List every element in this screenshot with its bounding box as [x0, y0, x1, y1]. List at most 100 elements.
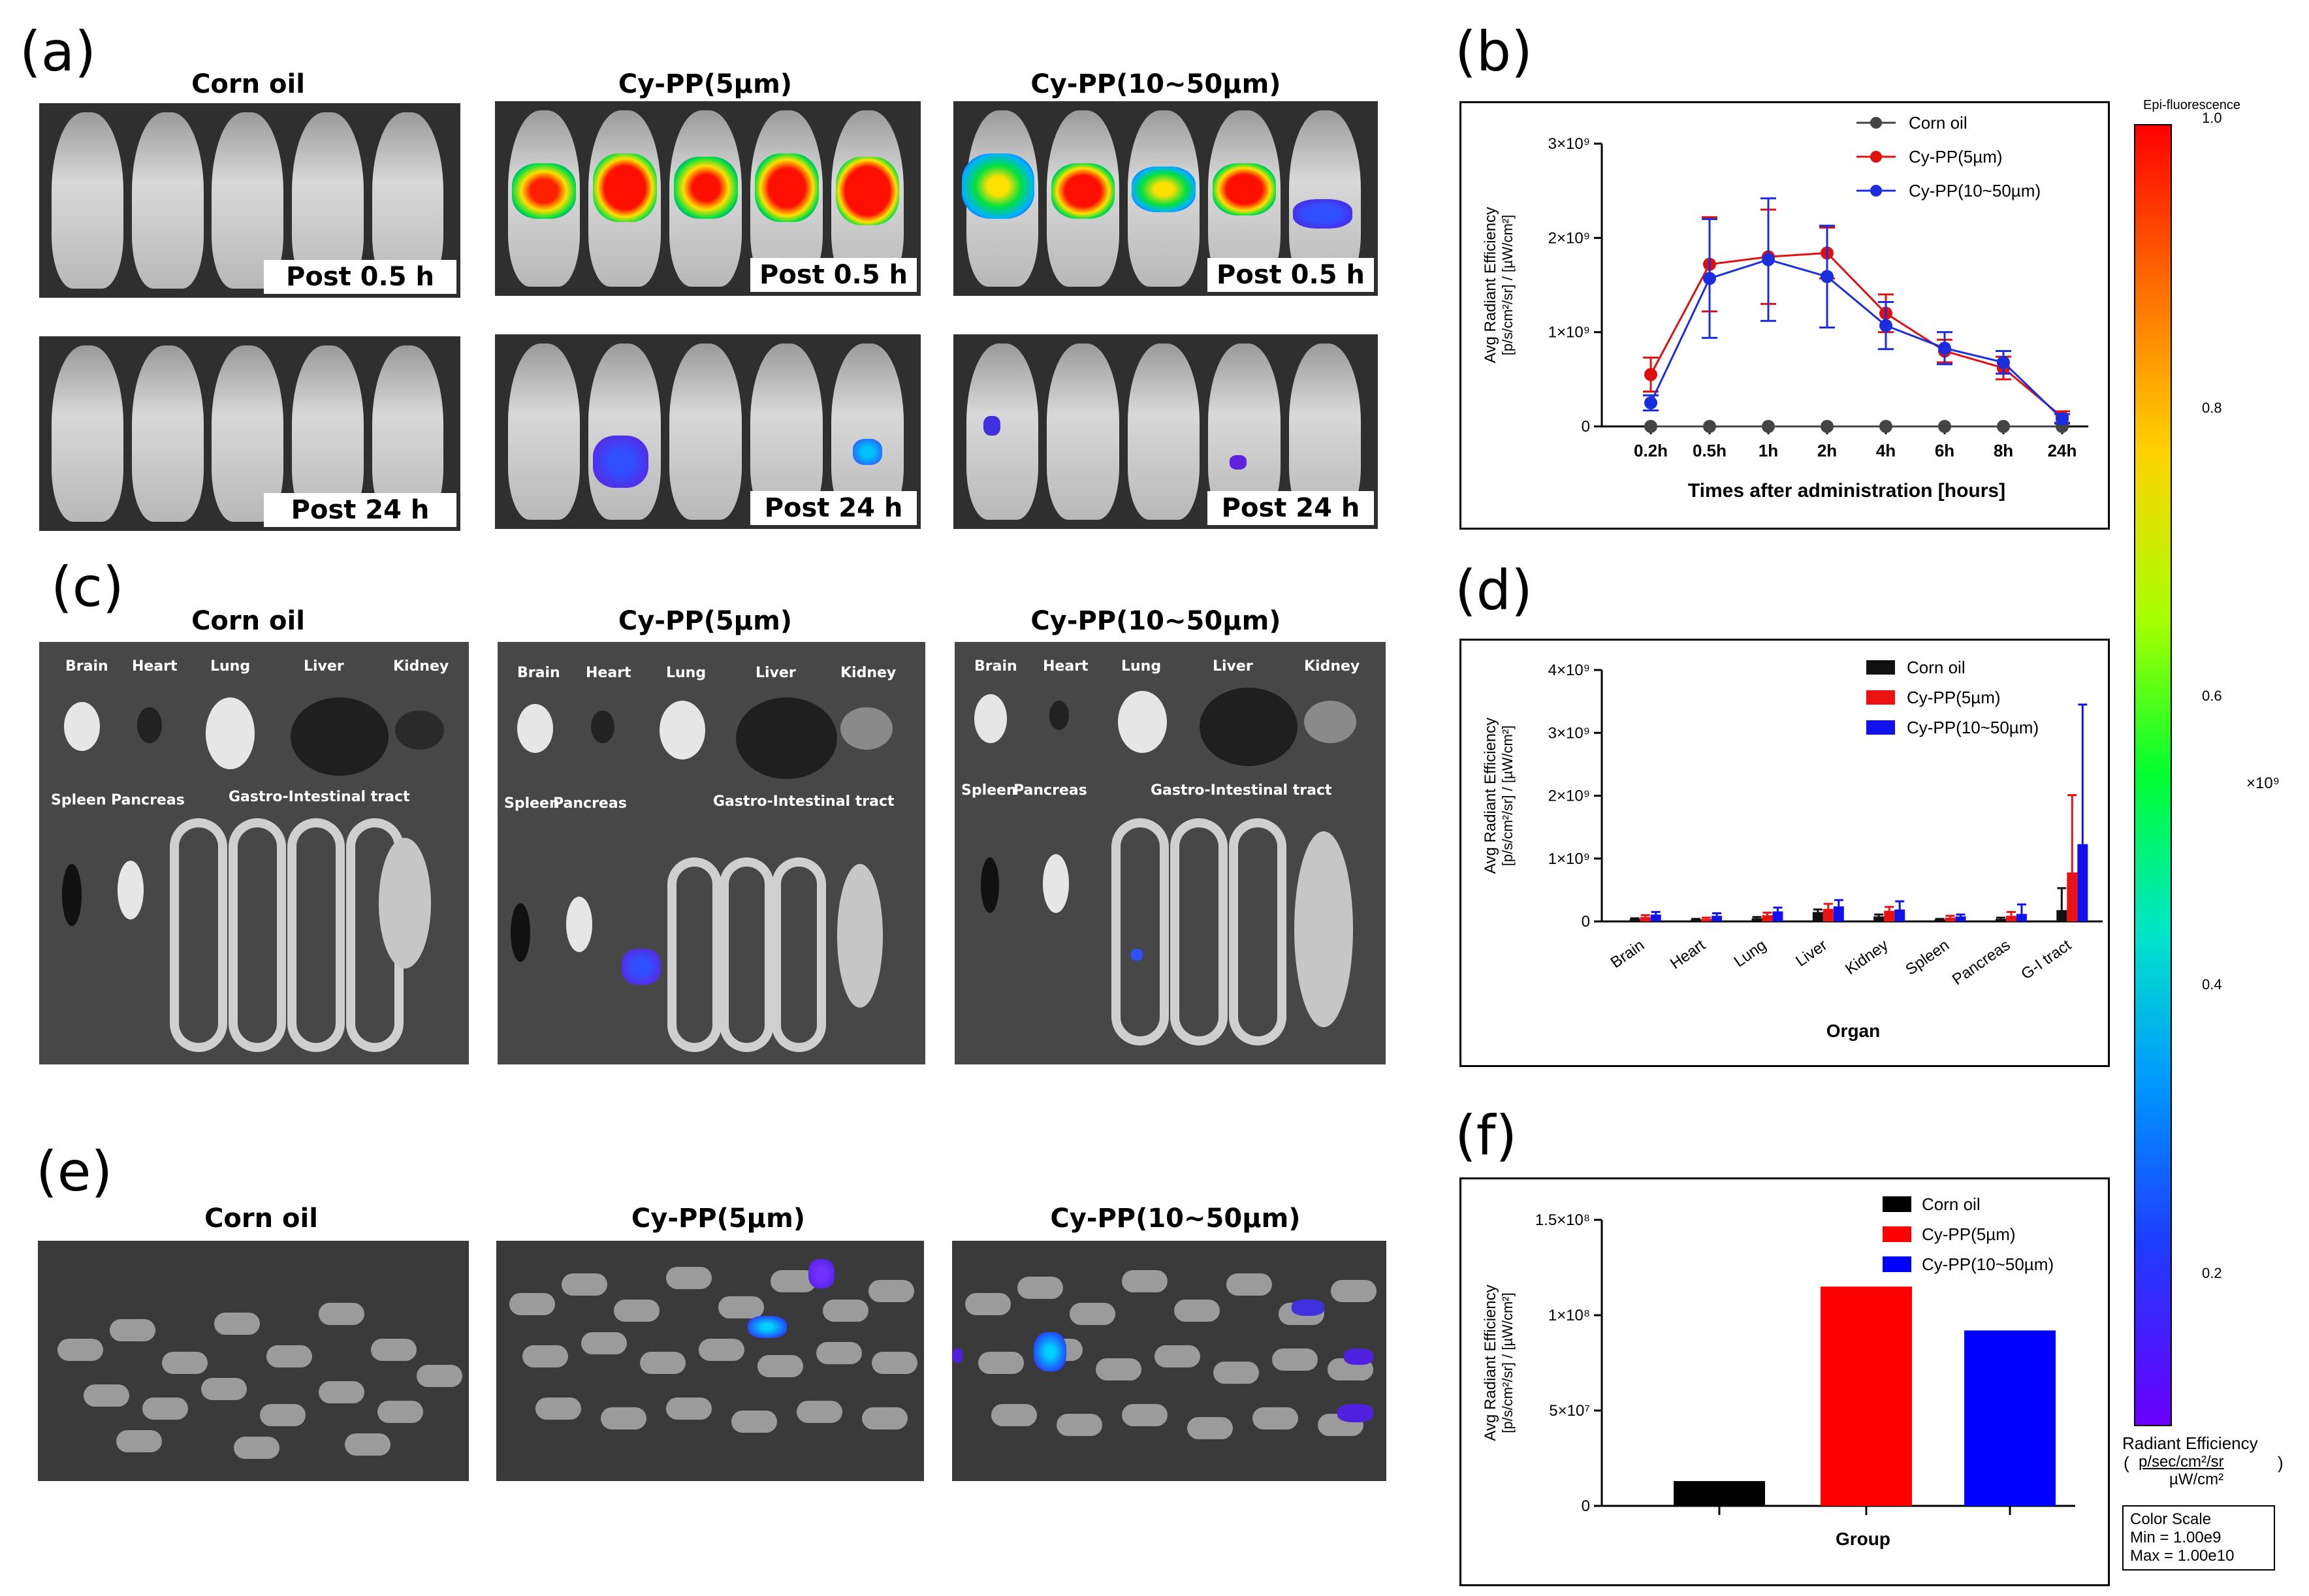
a-title-cypp5: Cy-PP(5µm) — [618, 69, 793, 99]
chart-d-frame: 0 1×10⁹ 2×10⁹ 3×10⁹ 4×10⁹ Avg Radiant Efficie… — [1459, 639, 2110, 1067]
bar — [1995, 919, 2006, 921]
bar — [2056, 910, 2067, 921]
color-scale-min: Min = 1.00e9 — [2130, 1529, 2221, 1546]
a-image-cypp5-early: Post 0.5 h — [495, 101, 921, 296]
bar — [1701, 919, 1712, 921]
a-image-cornoil-early: Post 0.5 h — [39, 103, 460, 298]
y-tick-label: 5×10⁷ — [1549, 1402, 1590, 1420]
a-post-label: Post 0.5 h — [264, 260, 456, 294]
organ-label: Gastro-Intestinal tract — [229, 789, 410, 805]
y-tick-label: 0 — [1582, 418, 1590, 436]
data-point — [1762, 253, 1775, 266]
data-point — [1879, 319, 1892, 332]
data-point — [1762, 420, 1775, 433]
x-tick-label: Pancreas — [1949, 936, 2014, 989]
organ-label: Gastro-Intestinal tract — [713, 793, 895, 810]
a-image-cypp1050-late: Post 24 h — [953, 334, 1378, 529]
x-tick-label: 1h — [1759, 441, 1778, 460]
colorbar-unit-open-paren: ( — [2124, 1453, 2129, 1473]
e-image-cypp1050 — [952, 1241, 1386, 1481]
bar — [2005, 916, 2016, 921]
colorbar-unit-denominator: µW/cm² — [2169, 1471, 2224, 1488]
y-tick-label: 1×10⁹ — [1548, 850, 1590, 868]
organ-label: Heart — [586, 665, 631, 681]
e-image-cypp5 — [496, 1241, 924, 1481]
bar — [1812, 912, 1823, 921]
y-axis-label: [p/s/cm²/sr] / [µW/cm²] — [1499, 726, 1516, 867]
e-image-cornoil — [38, 1241, 469, 1481]
legend-label: Cy-PP(10~50µm) — [1922, 1254, 2054, 1274]
data-point — [1997, 420, 2010, 433]
a-image-cornoil-late: Post 24 h — [39, 336, 460, 531]
x-tick-label: 4h — [1876, 441, 1896, 460]
colorbar-multiplier: ×10⁹ — [2246, 774, 2280, 792]
organ-label: Heart — [132, 658, 178, 675]
bar — [2077, 844, 2088, 921]
panel-label-d: (d) — [1455, 558, 1533, 622]
data-point — [1938, 420, 1951, 433]
bar — [1772, 911, 1783, 921]
x-tick-label: 6h — [1935, 441, 1954, 460]
y-tick-label: 2×10⁹ — [1548, 788, 1590, 805]
bar — [1640, 917, 1651, 921]
chart-f-frame: 0 5×10⁷ 1×10⁸ 1.5×10⁸ Avg Radiant Efficiency… — [1459, 1177, 2110, 1586]
organ-label: Spleen — [51, 792, 106, 808]
colorbar-tick: 0.6 — [2202, 688, 2222, 704]
y-tick-label: 0 — [1582, 913, 1590, 931]
a-title-corn-oil: Corn oil — [191, 69, 305, 99]
data-point — [2056, 412, 2069, 426]
legend-swatch — [1883, 1256, 1911, 1272]
colorbar-tick: 1.0 — [2202, 110, 2222, 126]
y-tick-label: 3×10⁹ — [1548, 135, 1590, 153]
x-tick-label: Heart — [1667, 936, 1709, 973]
x-axis-label: Times after administration [hours] — [1688, 480, 2005, 502]
organ-label: Liver — [304, 658, 344, 675]
data-point — [1644, 368, 1657, 381]
data-point — [1938, 342, 1951, 355]
legend-swatch — [1866, 720, 1895, 735]
bar — [1674, 1481, 1765, 1506]
bar — [1691, 919, 1702, 921]
color-scale-box: Color Scale Min = 1.00e9 Max = 1.00e10 — [2122, 1505, 2275, 1571]
data-point — [1644, 396, 1657, 409]
bar — [1751, 918, 1762, 921]
chart-d: 0 1×10⁹ 2×10⁹ 3×10⁹ 4×10⁹ Avg Radiant Efficie… — [1482, 658, 2103, 1041]
x-tick-label: 24h — [2048, 441, 2077, 460]
data-point — [1821, 270, 1834, 283]
bar — [1945, 918, 1956, 921]
organ-label: Liver — [1213, 658, 1253, 675]
colorbar-unit-numerator: p/sec/cm²/sr — [2139, 1453, 2224, 1471]
data-point — [1879, 420, 1892, 433]
y-tick-label: 1.5×10⁸ — [1535, 1211, 1590, 1229]
panel-label-c: (c) — [51, 555, 124, 619]
a-post-label: Post 0.5 h — [1207, 258, 1374, 292]
e-title-cypp5: Cy-PP(5µm) — [631, 1204, 806, 1234]
data-point — [1644, 420, 1657, 433]
y-axis-label: Avg Radiant Efficiency — [1482, 718, 1499, 874]
bar — [2016, 914, 2027, 921]
organ-label: Liver — [756, 665, 796, 681]
legend-label: Cy-PP(10~50µm) — [1907, 718, 2039, 737]
legend-label: Cy-PP(5µm) — [1922, 1224, 2016, 1244]
colorbar-title: Epi-fluorescence — [2143, 98, 2240, 112]
organ-label: Brain — [974, 658, 1017, 675]
bar — [1833, 906, 1844, 921]
a-post-label: Post 24 h — [264, 493, 456, 527]
y-tick-label: 1×10⁸ — [1548, 1307, 1590, 1324]
x-tick-label: 0.2h — [1634, 441, 1668, 460]
color-scale-max: Max = 1.00e10 — [2130, 1547, 2235, 1565]
x-tick-label: 8h — [1994, 441, 2013, 460]
legend-label: Corn oil — [1909, 113, 1967, 133]
series-line — [1649, 258, 2063, 420]
x-tick-label: Liver — [1792, 936, 1830, 970]
y-axis-label: [p/s/cm²/sr] / [µW/cm²] — [1499, 1292, 1516, 1433]
organ-label: Brain — [517, 665, 560, 681]
legend-label: Cy-PP(10~50µm) — [1909, 181, 2041, 200]
organ-label: Spleen — [504, 795, 560, 812]
color-scale-title: Color Scale — [2130, 1510, 2212, 1528]
c-image-cornoil: Brain Heart Lung Liver Kidney Spleen Pan… — [39, 642, 469, 1064]
organ-label: Heart — [1043, 658, 1089, 675]
organ-label: Pancreas — [111, 792, 185, 808]
organ-label: Kidney — [1304, 658, 1360, 675]
x-tick-label: Brain — [1608, 936, 1648, 972]
